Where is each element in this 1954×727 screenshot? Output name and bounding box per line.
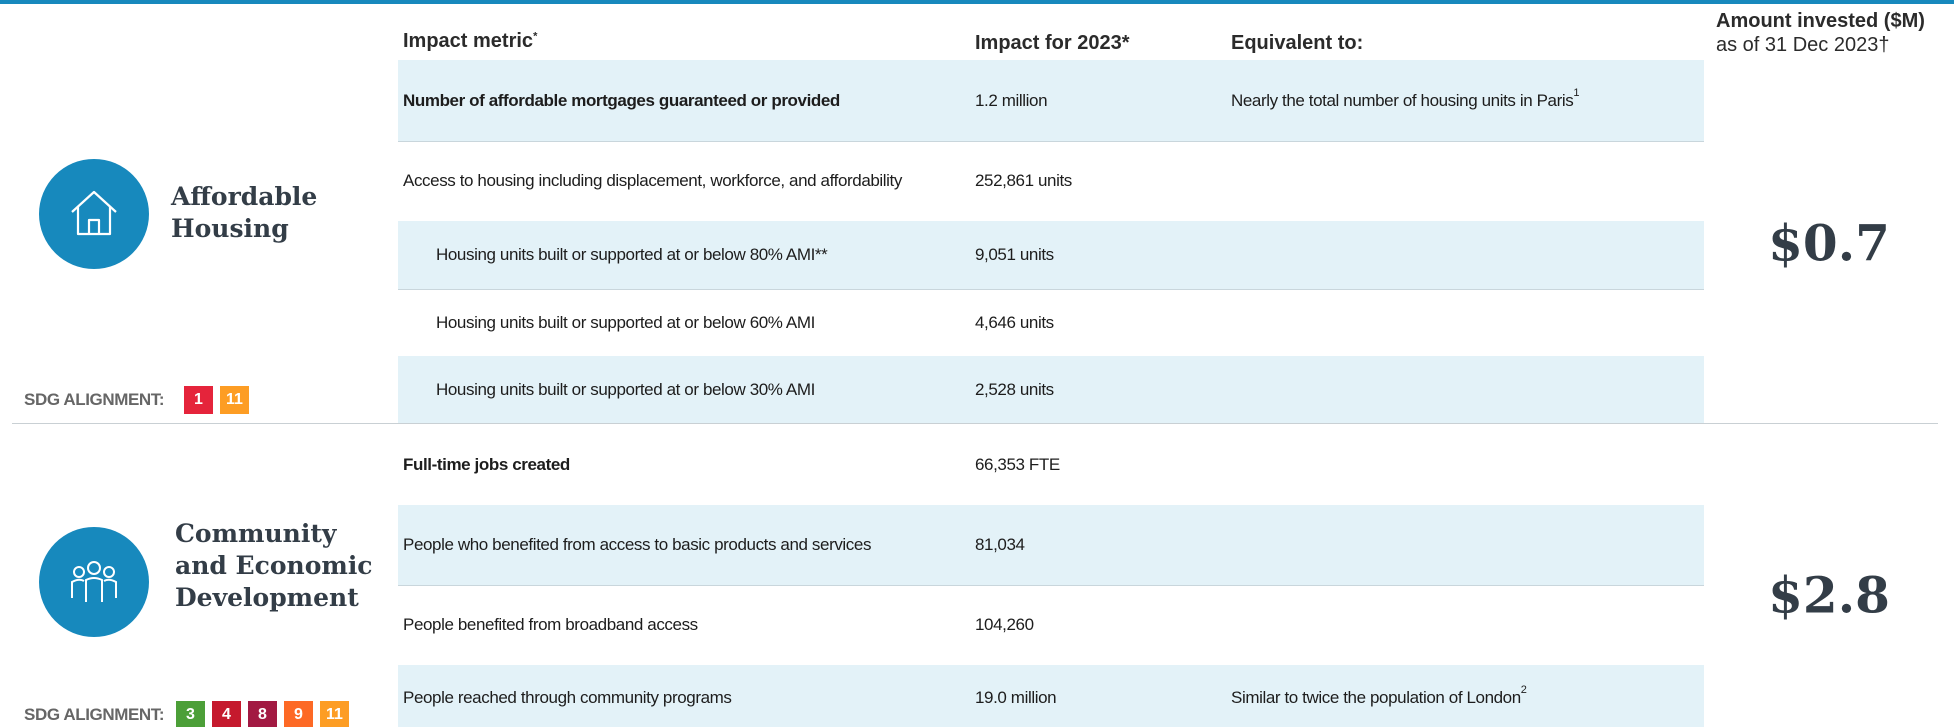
note: 2 [1520, 684, 1527, 696]
section-icon [39, 527, 149, 637]
impact-cell: 2,528 units [975, 379, 1054, 399]
header-impact: Impact for 2023* [975, 32, 1130, 54]
sdg-badge: 11 [220, 386, 249, 414]
text: Similar to twice the population of Londo… [1231, 688, 1521, 707]
header-metric: Impact metric* [403, 30, 537, 53]
text: Impact metric [403, 30, 534, 52]
sdg-label: SDG ALIGNMENT: [24, 705, 165, 724]
equivalent-cell: Similar to twice the population of Londo… [1231, 665, 1527, 727]
impact-cell: 66,353 FTE [975, 454, 1060, 474]
note: * [533, 30, 538, 43]
header-equivalent: Equivalent to: [1231, 32, 1364, 54]
amount-invested: $2.8 [1768, 565, 1890, 625]
sdg-badge: 9 [284, 701, 313, 727]
metric-cell: People benefited from broadband access [403, 615, 698, 634]
metric-cell: Number of affordable mortgages guarantee… [403, 90, 840, 110]
sdg-badge: 11 [320, 701, 349, 727]
equivalent-cell: Nearly the total number of housing units… [1231, 60, 1579, 141]
icon [39, 527, 149, 637]
sdg-badge: 1 [184, 386, 213, 414]
sdg-badge: 4 [212, 701, 241, 727]
impact-cell: 4,646 units [975, 312, 1054, 332]
metric-cell: People reached through community program… [403, 688, 732, 707]
impact-cell: 104,260 [975, 615, 1034, 634]
header-invested-sub: as of 31 Dec 2023† [1716, 34, 1890, 56]
section-icon [39, 159, 149, 269]
sdg-badge: 8 [248, 701, 277, 727]
amount-invested: $0.7 [1768, 213, 1890, 273]
table-row [398, 356, 1704, 423]
table-row [398, 665, 1704, 727]
top-bar [0, 0, 1954, 4]
impact-cell: 252,861 units [975, 171, 1072, 190]
metric-cell: People who benefited from access to basi… [403, 535, 872, 554]
section-title: Community and Economic Development [175, 519, 373, 612]
text: Nearly the total number of housing units… [1231, 90, 1574, 110]
icon [39, 159, 149, 269]
note: 1 [1573, 86, 1580, 99]
metric-cell: Access to housing including displacement… [403, 171, 902, 190]
impact-cell: 19.0 million [975, 688, 1057, 707]
sdg-badge: 3 [176, 701, 205, 727]
section-title: Affordable Housing [171, 182, 318, 243]
sdg-label: SDG ALIGNMENT: [24, 390, 165, 409]
table-row [398, 505, 1704, 586]
impact-cell: 9,051 units [975, 245, 1054, 264]
impact-cell: 1.2 million [975, 90, 1048, 110]
table-row [398, 60, 1704, 142]
metric-cell: Housing units built or supported at or b… [436, 379, 815, 399]
metric-cell: Full-time jobs created [403, 454, 570, 474]
metric-cell: Housing units built or supported at or b… [436, 312, 815, 332]
section-separator [12, 423, 1938, 424]
metric-cell: Housing units built or supported at or b… [436, 245, 828, 264]
impact-cell: 81,034 [975, 535, 1025, 554]
header-invested: Amount invested ($M) [1716, 10, 1925, 32]
table-row [398, 221, 1704, 290]
